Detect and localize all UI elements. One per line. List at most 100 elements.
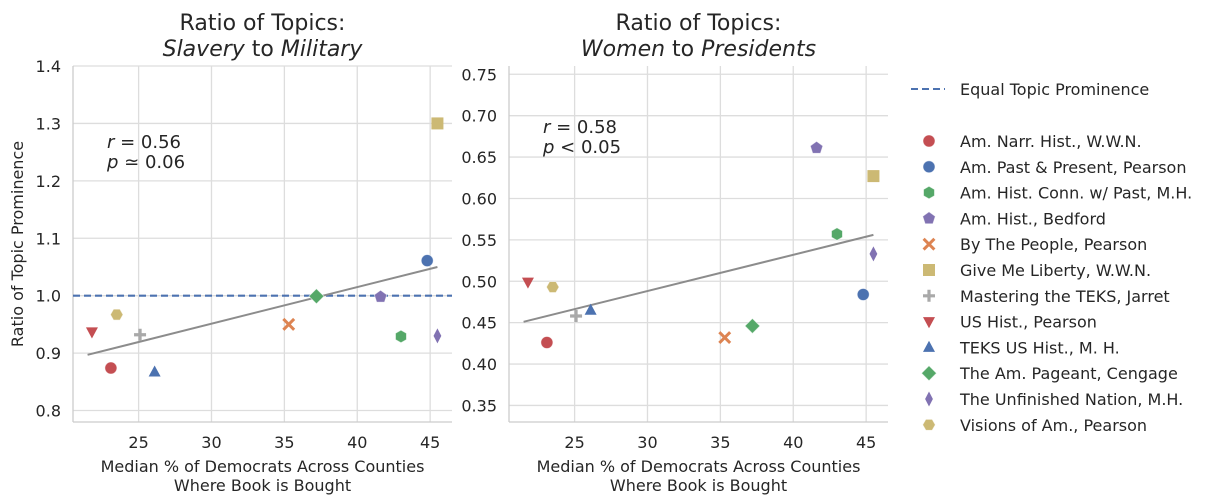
legend-item-label: TEKS US Hist., M. H. [959, 338, 1120, 357]
x-axis-label-line2: Where Book is Bought [610, 476, 787, 495]
p-value-annotation: p < 0.05 [542, 137, 621, 158]
x-tick-label: 40 [783, 433, 803, 452]
title-part: Military [281, 37, 363, 62]
data-point-hexagon [831, 227, 843, 241]
legend-item: Mastering the TEKS, Jarret [923, 287, 1170, 306]
data-point-diamond [744, 317, 761, 335]
legend-item: Am. Hist., Bedford [922, 209, 1106, 228]
legend-item-label: US Hist., Pearson [960, 313, 1097, 332]
legend: Equal Topic Prominence Am. Narr. Hist., W… [911, 80, 1192, 435]
legend-item: TEKS US Hist., M. H. [923, 338, 1120, 357]
chart-slavery-to-military: 25 30 35 40 45 0.8 0.9 1.0 1.1 1.2 1.3 1.4 Ratio of … [8, 11, 452, 495]
y-tick-label: 0.65 [461, 148, 497, 167]
x-tick-label: 45 [856, 433, 876, 452]
legend-item-label: The Unfinished Nation, M.H. [959, 390, 1183, 409]
title-part: Presidents [701, 37, 816, 62]
x-tick-label: 35 [274, 433, 294, 452]
y-tick-label: 0.70 [461, 107, 497, 126]
data-point-square [867, 170, 880, 183]
legend-item: Give Me Liberty, W.W.N. [923, 261, 1151, 280]
data-point-triangle-down [521, 277, 534, 289]
y-tick-label: 1.0 [36, 287, 61, 306]
legend-item-label: Am. Hist., Bedford [960, 209, 1106, 228]
correlation-annotation: r = 0.58 [543, 117, 617, 138]
legend-item-label: Am. Past & Present, Pearson [960, 158, 1186, 177]
data-point-circle [104, 361, 118, 375]
y-tick-label: 0.50 [461, 272, 497, 291]
legend-marker-triangle-down [923, 317, 935, 329]
data-point-x [282, 317, 296, 331]
legend-marker-triangle-up [923, 340, 935, 352]
data-point-plus [570, 310, 583, 323]
x-tick-label: 30 [201, 433, 221, 452]
x-tick-label: 45 [420, 433, 440, 452]
data-point-circle-dark [420, 254, 434, 268]
legend-item-label: Visions of Am., Pearson [960, 416, 1147, 435]
p-value-annotation: p ≃ 0.06 [106, 152, 185, 173]
x-tick-label: 30 [637, 433, 657, 452]
legend-item-label: By The People, Pearson [960, 235, 1147, 254]
chart-title: Ratio of Topics: [180, 11, 346, 36]
legend-marker-hexagon-flat [922, 418, 936, 431]
y-tick-label: 0.35 [461, 396, 497, 415]
correlation-annotation: r = 0.56 [107, 132, 181, 153]
r-value: = 0.58 [550, 117, 617, 138]
p-symbol: p [542, 137, 554, 158]
legend-item: By The People, Pearson [922, 235, 1147, 254]
y-tick-label: 0.45 [461, 314, 497, 333]
p-value: ≃ 0.06 [118, 152, 185, 173]
legend-marker-thin-diamond [925, 391, 933, 407]
title-part: to [665, 37, 701, 62]
chart-subtitle: Women to Presidents [581, 37, 816, 62]
legend-item: Visions of Am., Pearson [922, 416, 1147, 435]
y-tick-label: 0.40 [461, 355, 497, 374]
legend-marker-circle-dark [922, 160, 936, 174]
data-point-triangle-up [584, 303, 597, 315]
y-tick-label: 0.8 [36, 402, 61, 421]
x-tick-label: 25 [128, 433, 148, 452]
x-tick-label: 35 [710, 433, 730, 452]
y-tick-label: 0.9 [36, 344, 61, 363]
data-point-circle-dark [856, 288, 870, 301]
y-tick-label: 1.4 [36, 57, 61, 76]
legend-marker-circle [922, 134, 936, 148]
data-point-triangle-up [148, 365, 161, 377]
data-point-pentagon [373, 289, 388, 303]
legend-item-label: Am. Narr. Hist., W.W.N. [960, 132, 1142, 151]
legend-item-label: Mastering the TEKS, Jarret [960, 287, 1170, 306]
legend-item: The Unfinished Nation, M.H. [925, 390, 1183, 409]
legend-item: US Hist., Pearson [923, 313, 1097, 332]
legend-marker-square [923, 264, 935, 276]
chart-women-to-presidents: 25 30 35 40 45 0.35 0.40 0.45 0.50 0.55 0.60 0.65 0.… [461, 11, 888, 495]
data-point-triangle-down [85, 327, 98, 339]
title-part: Women [581, 37, 665, 62]
legend-item-label: Am. Hist. Conn. w/ Past, M.H. [960, 184, 1192, 203]
y-tick-label: 1.2 [36, 172, 61, 191]
data-point-thin-diamond [433, 328, 442, 344]
data-point-hexagon [395, 329, 407, 344]
x-axis-label-line2: Where Book is Bought [174, 476, 351, 495]
legend-marker-plus [923, 289, 935, 302]
x-tick-label: 40 [347, 433, 367, 452]
regression-line [523, 233, 874, 323]
legend-marker-x [922, 237, 936, 251]
x-tick-label: 25 [564, 433, 584, 452]
legend-marker-diamond [920, 365, 938, 382]
legend-item: Am. Narr. Hist., W.W.N. [922, 132, 1142, 151]
legend-marker-pentagon [922, 211, 936, 225]
r-value: = 0.56 [114, 132, 181, 153]
data-point-hexagon-flat [109, 308, 124, 321]
legend-item: The Am. Pageant, Cengage [920, 364, 1178, 383]
data-point-diamond [308, 288, 325, 305]
r-symbol: r [107, 132, 116, 153]
legend-item: Am. Hist. Conn. w/ Past, M.H. [923, 184, 1192, 203]
data-point-plus [134, 328, 147, 341]
r-symbol: r [543, 117, 552, 138]
chart-subtitle: Slavery to Military [163, 37, 364, 62]
y-tick-label: 0.55 [461, 231, 497, 250]
p-symbol: p [106, 152, 118, 173]
legend-item-label: The Am. Pageant, Cengage [959, 364, 1178, 383]
data-point-x [718, 331, 732, 345]
y-tick-label: 0.75 [461, 65, 497, 84]
